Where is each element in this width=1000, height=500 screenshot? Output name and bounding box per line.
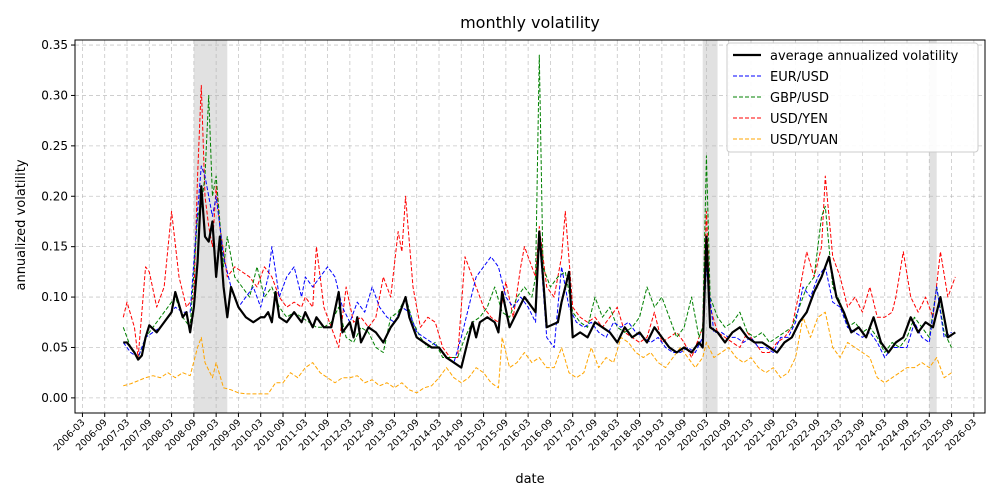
y-tick-label: 0.30: [41, 88, 68, 102]
legend-box: [726, 42, 979, 153]
y-tick-label: 0.10: [41, 290, 68, 304]
y-tick-label: 0.25: [41, 139, 68, 153]
chart-title: monthly volatility: [460, 13, 600, 32]
legend-label: EUR/USD: [770, 70, 829, 85]
plot-frame: [74, 39, 986, 414]
legend-label: USD/YEN: [770, 112, 828, 127]
legend: average annualized volatility EUR/USD GBP/…: [726, 42, 979, 153]
series-lines: [122, 54, 956, 395]
legend-label: average annualized volatility: [770, 49, 959, 64]
y-tick-label: 0.00: [41, 391, 68, 405]
series-line-eur-usd: [122, 165, 952, 364]
y-tick-label: 0.15: [41, 240, 68, 254]
y-tick-label: 0.20: [41, 189, 68, 203]
y-axis-label: annualized volatility: [14, 159, 29, 290]
y-tick-label: 0.35: [41, 38, 68, 52]
series-line-usd-yen: [122, 84, 956, 359]
series-line-gbp-usd: [122, 54, 953, 359]
shaded-period-2: [929, 40, 937, 413]
series-line-usd-yuan: [123, 311, 952, 395]
y-tick-label: 0.05: [41, 340, 68, 354]
y-axis: 0.00 0.05 0.10 0.15 0.20 0.25 0.30 0.35: [41, 38, 75, 405]
legend-label: GBP/USD: [770, 91, 829, 106]
x-axis-label: date: [515, 472, 544, 487]
series-line-average-annualized-volatility: [123, 185, 956, 369]
legend-label: USD/YUAN: [770, 133, 838, 148]
